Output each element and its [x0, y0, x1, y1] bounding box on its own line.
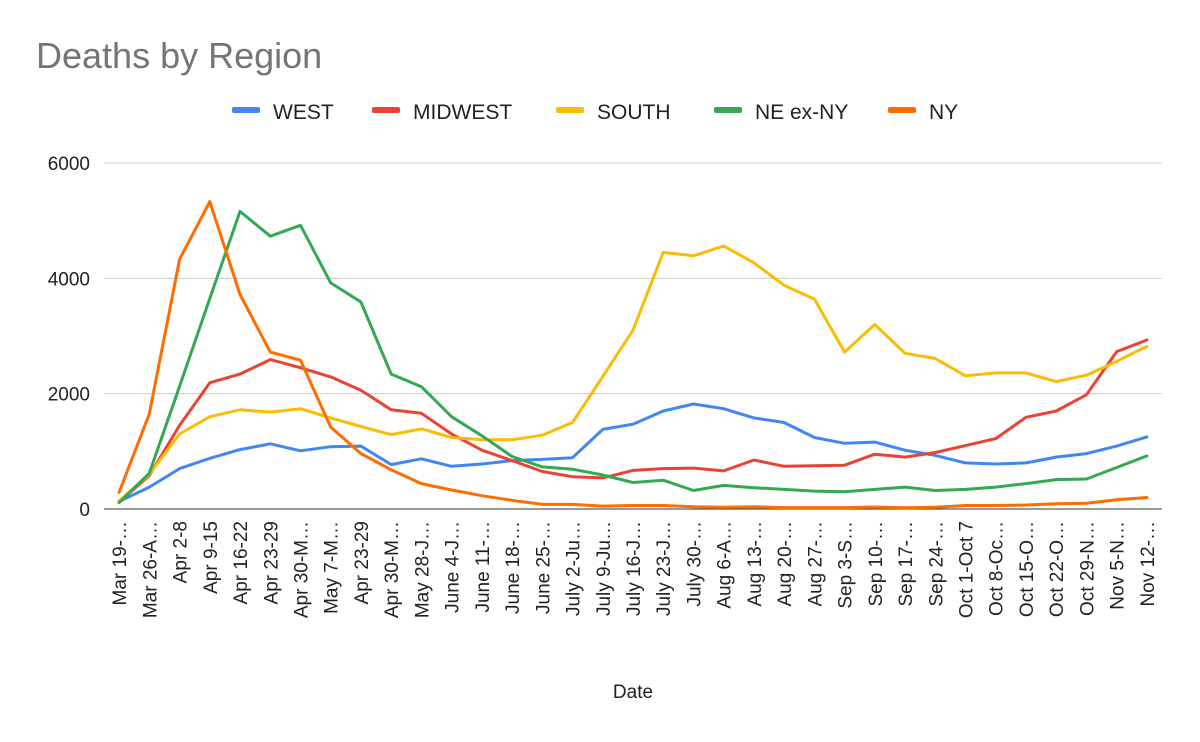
- series-line-midwest: [117, 338, 1149, 504]
- x-tick-label: May 28-J…: [412, 521, 433, 618]
- x-tick-label: Oct 15-O…: [1017, 521, 1038, 617]
- series-line-ny: [117, 200, 1149, 510]
- series-line-south: [117, 244, 1149, 503]
- x-tick-label: Mar 19-…: [110, 521, 131, 605]
- x-tick-label: Mar 26-A…: [140, 521, 161, 618]
- x-tick-label: Aug 13-…: [745, 521, 766, 607]
- x-tick-label: July 9-Ju…: [594, 521, 615, 616]
- series-line-west: [117, 402, 1149, 503]
- y-axis-ticks: 0 2000 4000 6000: [48, 154, 90, 521]
- x-tick-label: July 16-J…: [624, 521, 645, 616]
- y-tick-label: 6000: [48, 154, 90, 175]
- x-tick-label: July 30-…: [684, 521, 705, 607]
- x-tick-label: Apr 23-29: [261, 521, 282, 604]
- x-tick-label: Apr 30-M…: [291, 521, 312, 618]
- x-axis-title: Date: [613, 682, 653, 703]
- x-tick-label: Oct 22-O…: [1047, 521, 1068, 617]
- y-tick-label: 0: [79, 500, 90, 521]
- legend-label: MIDWEST: [413, 101, 512, 124]
- x-tick-label: Apr 2-8: [171, 521, 192, 583]
- chart-title: Deaths by Region: [36, 35, 322, 76]
- legend-swatch: [372, 107, 400, 113]
- x-tick-label: Nov 12-…: [1138, 521, 1159, 607]
- x-tick-label: Apr 16-22: [231, 521, 252, 604]
- x-axis-ticks: Mar 19-… Mar 26-A… Apr 2-8 Apr 9-15 Apr 16-2…: [110, 521, 1159, 618]
- legend: WEST MIDWEST SOUTH NE ex-NY NY: [232, 101, 958, 124]
- x-tick-label: Aug 20-…: [775, 521, 796, 607]
- x-tick-label: June 11-…: [473, 521, 494, 613]
- legend-swatch: [714, 107, 742, 113]
- x-tick-label: May 7-M…: [322, 521, 343, 614]
- x-tick-label: Sep 3-S…: [836, 521, 857, 609]
- legend-label: NY: [929, 101, 958, 124]
- x-tick-label: June 4-J…: [443, 521, 464, 613]
- series-line-ne-ex-ny: [117, 209, 1149, 505]
- legend-label: SOUTH: [597, 101, 671, 124]
- legend-swatch: [556, 107, 584, 113]
- x-tick-label: Apr 23-29: [352, 521, 373, 604]
- x-tick-label: Oct 8-Oc…: [987, 521, 1008, 616]
- x-tick-label: Apr 9-15: [201, 521, 222, 594]
- series-lines: [117, 200, 1149, 510]
- gridlines: [104, 162, 1162, 510]
- legend-swatch: [232, 107, 260, 113]
- x-tick-label: July 2-Ju…: [564, 521, 585, 616]
- x-tick-label: Oct 1-Oct 7: [957, 521, 978, 618]
- y-tick-label: 2000: [48, 385, 90, 406]
- x-tick-label: Aug 27-…: [805, 521, 826, 607]
- legend-swatch: [888, 107, 916, 113]
- x-tick-label: June 18-…: [503, 521, 524, 614]
- x-tick-label: July 23-J…: [654, 521, 675, 616]
- legend-label: WEST: [273, 101, 334, 124]
- x-tick-label: Nov 5-N…: [1108, 521, 1129, 610]
- x-tick-label: June 25-…: [533, 521, 554, 614]
- y-tick-label: 4000: [48, 269, 90, 290]
- x-tick-label: Oct 29-N…: [1077, 521, 1098, 616]
- x-tick-label: Apr 30-M…: [382, 521, 403, 618]
- legend-label: NE ex-NY: [755, 101, 848, 124]
- x-tick-label: Aug 6-A…: [715, 521, 736, 609]
- x-tick-label: Sep 10-…: [866, 521, 887, 607]
- x-tick-label: Sep 24-…: [926, 521, 947, 607]
- x-tick-label: Sep 17-…: [896, 521, 917, 607]
